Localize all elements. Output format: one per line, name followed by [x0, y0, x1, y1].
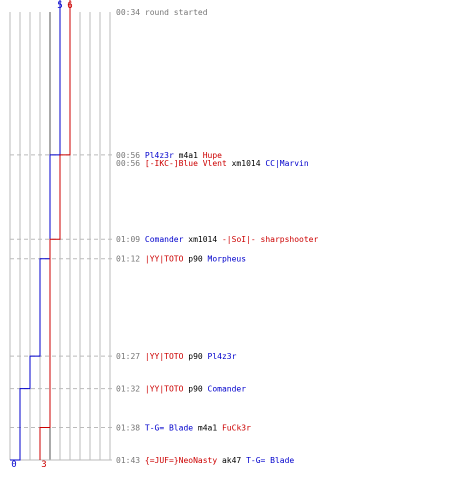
event-row: 01:09 Comander xm1014 -|SoI|- sharpshoot… — [116, 235, 319, 244]
event-part: p90 — [183, 352, 202, 361]
event-log: 00:34 round started 00:56 Pl4z3r m4a1 Hup… — [116, 8, 319, 465]
event-part: Pl4z3r — [140, 151, 174, 160]
series-line-1 — [10, 0, 61, 461]
event-time: 01:09 — [116, 235, 140, 244]
series-end-label-1: 0 — [11, 460, 16, 470]
event-part: round started — [140, 8, 208, 17]
event-part: [-IKC-]Blue Vlent — [140, 159, 227, 168]
event-time: 01:12 — [116, 255, 140, 264]
event-part: Morpheus — [203, 255, 247, 264]
event-part: Comander — [140, 235, 184, 244]
event-part: p90 — [183, 255, 202, 264]
event-time: 01:32 — [116, 385, 140, 394]
event-row: 01:32 |YY|TOTO p90 Comander — [116, 385, 246, 394]
event-part: |YY|TOTO — [140, 385, 184, 394]
event-part: |YY|TOTO — [140, 352, 184, 361]
event-part: |YY|TOTO — [140, 255, 184, 264]
event-time: 00:56 — [116, 151, 140, 160]
event-part: {=JUF=}NeoNasty — [140, 456, 217, 465]
event-time: 01:43 — [116, 456, 140, 465]
event-part: xm1014 — [227, 159, 261, 168]
event-part: p90 — [183, 385, 202, 394]
series-line-2 — [39, 0, 71, 460]
event-row: 01:38 T-G= Blade m4a1 FuCk3r — [116, 424, 251, 433]
event-part: m4a1 — [193, 424, 217, 433]
event-row: 00:34 round started — [116, 8, 208, 17]
series-start-label-1: 5 — [57, 1, 62, 11]
event-part: ak47 — [217, 456, 241, 465]
event-row: 00:56 Pl4z3r m4a1 Hupe — [116, 151, 222, 160]
event-row: 01:43 {=JUF=}NeoNasty ak47 T-G= Blade — [116, 456, 294, 465]
event-time: 01:27 — [116, 352, 140, 361]
event-guide-lines — [10, 154, 114, 461]
event-time: 01:38 — [116, 424, 140, 433]
event-part: T-G= Blade — [140, 424, 193, 433]
event-part: FuCk3r — [217, 424, 251, 433]
event-row: 00:56 [-IKC-]Blue Vlent xm1014 CC|Marvin — [116, 159, 309, 168]
event-part: CC|Marvin — [261, 159, 309, 168]
event-part: m4a1 — [174, 151, 198, 160]
event-part: Pl4z3r — [203, 352, 237, 361]
series-end-label-2: 3 — [41, 460, 46, 470]
event-row: 01:12 |YY|TOTO p90 Morpheus — [116, 255, 246, 264]
event-row: 01:27 |YY|TOTO p90 Pl4z3r — [116, 352, 237, 361]
event-part: xm1014 — [183, 235, 217, 244]
event-part: T-G= Blade — [241, 456, 294, 465]
event-part: Comander — [203, 385, 247, 394]
event-part: -|SoI|- sharpshooter — [217, 235, 318, 244]
series-start-label-2: 6 — [67, 1, 72, 11]
series-layer — [10, 0, 71, 461]
event-time: 00:56 — [116, 159, 140, 168]
end-labels: 5 0 6 3 — [11, 1, 72, 470]
event-time: 00:34 — [116, 8, 140, 17]
event-part: Hupe — [198, 151, 222, 160]
